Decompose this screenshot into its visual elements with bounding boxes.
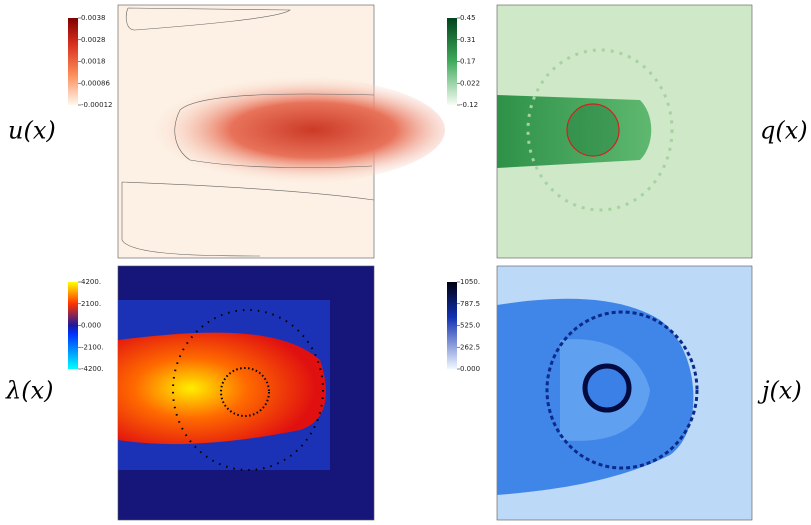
colorbar-tick-label: 787.5 bbox=[460, 300, 480, 308]
field-blob bbox=[115, 75, 445, 185]
panel-lambda: λ(x) bbox=[5, 265, 375, 521]
colorbar-tick-label: 0.0028 bbox=[81, 36, 106, 44]
colorbar-tick-label: 0.45 bbox=[460, 14, 476, 22]
colorbar-tick-label: -0.12 bbox=[460, 101, 478, 109]
panel-label: u(x) bbox=[8, 117, 56, 145]
colorbar-tick-label: 525.0 bbox=[460, 322, 480, 330]
colorbar bbox=[68, 18, 78, 105]
colorbar-ticks: 0.0038 0.0028 0.0018 0.00086 -0.00012 0.45 0.3… bbox=[78, 14, 480, 373]
colorbar-tick-label: 4200. bbox=[81, 278, 101, 286]
colorbar-tick-label: -2100. bbox=[81, 343, 104, 351]
colorbar-tick-label: 0.000 bbox=[81, 322, 101, 330]
panel-label: q(x) bbox=[760, 117, 808, 145]
colorbar bbox=[447, 282, 457, 369]
panel-u: u(x) bbox=[8, 4, 445, 259]
colorbar bbox=[68, 282, 78, 369]
colorbar-tick-label: 2100. bbox=[81, 300, 101, 308]
colorbar-tick-label: 0.31 bbox=[460, 36, 476, 44]
colorbar-tick-label: -4200. bbox=[81, 365, 104, 373]
panel-j: j(x) bbox=[447, 265, 802, 521]
colorbar-tick-label: 262.5 bbox=[460, 343, 480, 351]
panel-label: λ(x) bbox=[5, 377, 53, 405]
colorbar bbox=[447, 18, 457, 105]
colorbar-tick-label: -0.00012 bbox=[81, 101, 112, 109]
panel-q: q(x) bbox=[447, 4, 808, 259]
colorbar-tick-label: 0.17 bbox=[460, 58, 476, 66]
colorbar-tick-label: 0.0018 bbox=[81, 58, 106, 66]
colorbar-tick-label: 0.000 bbox=[460, 365, 480, 373]
colorbar-tick-label: 0.0038 bbox=[81, 14, 106, 22]
colorbar-tick-label: 1050. bbox=[460, 278, 480, 286]
colorbar-tick-label: 0.00086 bbox=[81, 79, 110, 87]
colorbar-tick-label: 0.022 bbox=[460, 79, 480, 87]
panel-label: j(x) bbox=[757, 377, 802, 405]
